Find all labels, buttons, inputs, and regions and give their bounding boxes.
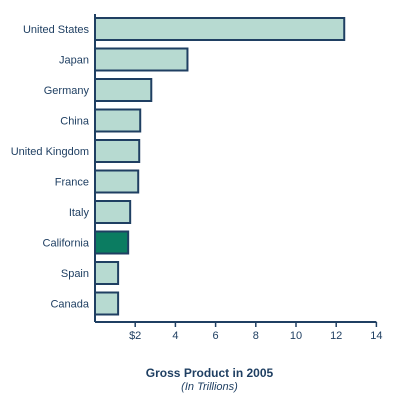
category-label-china: China [60,116,90,128]
x-tick-label-14: 14 [370,330,382,342]
bar-italy [94,200,132,224]
bar-united-kingdom [94,139,141,163]
category-label-france: France [55,177,89,189]
bar-china [94,108,142,133]
category-label-california: California [43,238,90,250]
chart-subtitle: (In Trillions) [181,381,238,393]
x-tick-label-10: 10 [290,330,302,342]
bar-germany [94,78,153,102]
category-label-japan: Japan [59,55,89,67]
x-tick-label-12: 12 [330,330,342,342]
category-label-canada: Canada [50,299,89,311]
x-tick-label-8: 8 [253,330,259,342]
bar-canada [94,291,120,316]
category-label-germany: Germany [44,85,90,97]
bar-france [94,169,140,194]
category-label-spain: Spain [61,268,89,280]
category-label-united-kingdom: United Kingdom [11,146,89,158]
x-tick-label-2: $2 [129,330,141,342]
category-label-united-states: United States [23,24,90,36]
bar-united-states [94,17,346,41]
chart-title: Gross Product in 2005 [145,366,274,380]
x-tick-label-4: 4 [172,330,178,342]
bar-california [94,230,130,255]
bar-spain [94,261,120,285]
category-label-italy: Italy [69,207,90,219]
bar-japan [94,47,189,72]
x-tick-label-6: 6 [213,330,219,342]
